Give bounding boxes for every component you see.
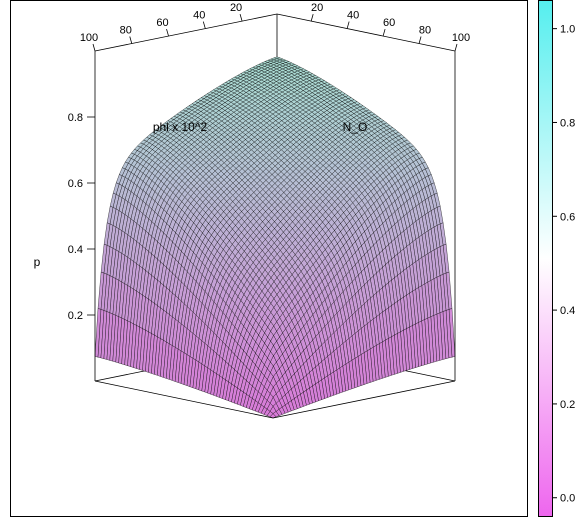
y-tick-label: 40	[347, 10, 359, 22]
x-tick-label: 40	[193, 10, 205, 22]
y-tick	[418, 36, 422, 44]
y-tick-label: 80	[419, 25, 431, 37]
bounding-box-front	[94, 51, 456, 419]
y-tick	[454, 43, 458, 52]
colorkey-ticks: 0.0 0.2 0.4 0.6 0.8 1.0	[552, 24, 575, 505]
z-axis-title: p	[34, 255, 41, 269]
box-edge-top-right	[276, 13, 456, 52]
x-tick	[129, 36, 133, 44]
colorkey-tick-label: 0.8	[560, 117, 575, 129]
colorkey-tick-label: 0.4	[560, 305, 575, 317]
x-axis-title: phi x 10^2	[153, 120, 208, 134]
x-tick-label: 80	[120, 25, 132, 37]
y-tick-label: 20	[311, 2, 323, 14]
panel-border	[10, 0, 528, 517]
colorkey-bar	[538, 0, 553, 517]
z-tick-label: 0.8	[68, 112, 83, 124]
x-tick	[202, 21, 206, 29]
x-tick	[239, 13, 243, 22]
y-tick	[382, 28, 386, 37]
z-tick-label: 0.2	[68, 310, 83, 322]
y-tick-label: 60	[383, 17, 395, 29]
colorkey-tick-label: 0.6	[560, 211, 575, 223]
surface-wireframe	[94, 56, 456, 419]
box-edge-floor-front-left	[94, 380, 274, 419]
y-axis-title: N_O	[343, 120, 368, 134]
colorkey-tick-label: 0.2	[560, 399, 575, 411]
y-tick-label: 100	[452, 32, 470, 44]
x-tick-label: 20	[230, 2, 242, 14]
z-tick-label: 0.4	[68, 244, 83, 256]
axes: 20 40 60 80 100 20 40 60 80 100 0.2 0.4 0.6 0.8	[68, 2, 470, 322]
y-tick	[310, 13, 314, 22]
box-edge-top-left	[94, 13, 278, 52]
colorkey-tick-label: 0.0	[560, 493, 575, 505]
z-tick-label: 0.6	[68, 178, 83, 190]
box-edge-floor-front-right	[272, 380, 456, 419]
x-tick-label: 100	[80, 32, 98, 44]
colorkey-tick-label: 1.0	[560, 24, 575, 36]
y-tick	[346, 21, 350, 29]
x-tick-label: 60	[156, 17, 168, 29]
x-tick	[92, 43, 96, 52]
x-tick	[166, 28, 169, 37]
